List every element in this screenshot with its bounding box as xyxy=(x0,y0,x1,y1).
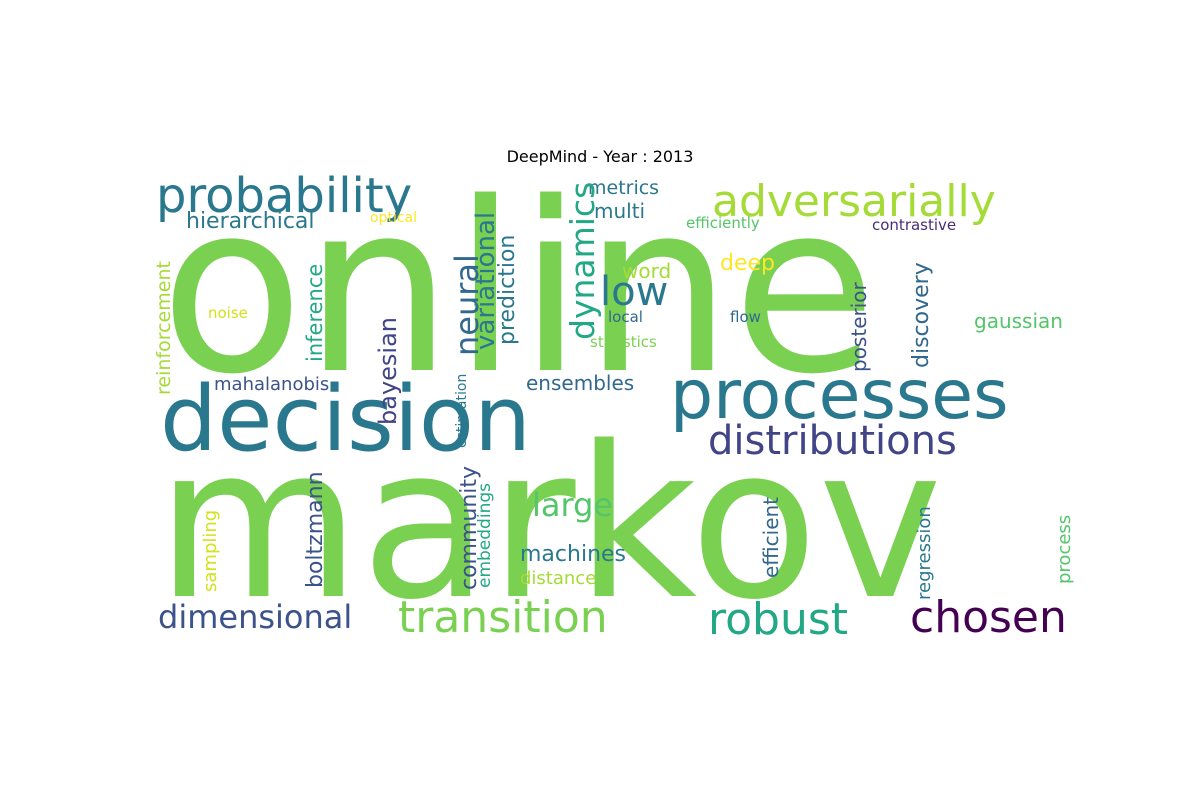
word-flow: flow xyxy=(730,308,761,326)
word-ensembles: ensembles xyxy=(526,371,634,395)
word-noise: noise xyxy=(208,304,248,322)
word-inference: inference xyxy=(303,264,327,362)
word-mahalanobis: mahalanobis xyxy=(214,374,329,395)
word-adversarially: adversarially xyxy=(712,176,996,227)
word-boltzmann: boltzmann xyxy=(303,471,328,588)
word-local: local xyxy=(608,308,643,326)
word-efficient: efficient xyxy=(759,497,783,578)
word-online: online xyxy=(160,153,877,426)
word-reinforcement: reinforcement xyxy=(153,261,175,395)
word-statistics: statistics xyxy=(590,333,657,351)
word-decision: decision xyxy=(160,367,531,472)
word-hierarchical: hierarchical xyxy=(186,209,315,234)
word-gaussian: gaussian xyxy=(974,309,1063,333)
word-machines: machines xyxy=(520,542,626,567)
word-prediction: prediction xyxy=(495,235,520,345)
word-embeddings: embeddings xyxy=(475,483,495,588)
word-distributions: distributions xyxy=(708,418,957,464)
word-process: process xyxy=(1054,515,1075,584)
word-deep: deep xyxy=(720,251,775,276)
word-distance: distance xyxy=(520,568,596,589)
word-discovery: discovery xyxy=(909,262,934,368)
word-estimation: estimation xyxy=(454,374,470,448)
chart-title: DeepMind - Year : 2013 xyxy=(506,147,694,166)
word-dynamics: dynamics xyxy=(563,182,602,340)
word-community: community xyxy=(457,466,482,590)
word-probability: probability xyxy=(156,168,412,224)
word-low: low xyxy=(600,269,668,315)
word-dimensional: dimensional xyxy=(158,598,352,636)
word-variational: variational xyxy=(471,212,501,350)
word-transition: transition xyxy=(398,592,608,643)
word-bayesian: bayesian xyxy=(374,317,402,425)
word-sampling: sampling xyxy=(200,510,221,592)
word-efficiently: efficiently xyxy=(686,214,760,232)
word-metrics: metrics xyxy=(588,177,659,199)
word-neural: neural xyxy=(448,254,486,356)
word-contrastive: contrastive xyxy=(872,216,956,234)
word-word: word xyxy=(622,259,671,283)
word-robust: robust xyxy=(708,594,848,645)
word-large: large xyxy=(532,486,613,524)
word-posterior: posterior xyxy=(847,281,871,372)
word-multi: multi xyxy=(594,199,645,223)
word-markov: markov xyxy=(156,401,942,646)
word-regression: regression xyxy=(914,506,935,600)
word-optical: optical xyxy=(370,210,417,226)
word-chosen: chosen xyxy=(910,592,1067,643)
word-processes: processes xyxy=(670,356,1009,435)
